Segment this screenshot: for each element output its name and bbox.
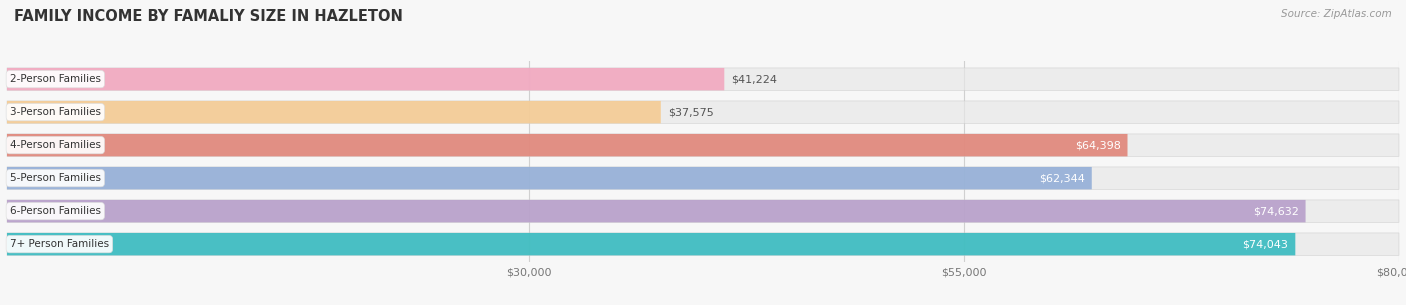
- Text: $74,043: $74,043: [1243, 239, 1288, 249]
- Text: $37,575: $37,575: [668, 107, 713, 117]
- Text: 5-Person Families: 5-Person Families: [10, 173, 101, 183]
- FancyBboxPatch shape: [7, 68, 1399, 90]
- Text: FAMILY INCOME BY FAMALIY SIZE IN HAZLETON: FAMILY INCOME BY FAMALIY SIZE IN HAZLETO…: [14, 9, 404, 24]
- Text: $64,398: $64,398: [1074, 140, 1121, 150]
- Text: 3-Person Families: 3-Person Families: [10, 107, 101, 117]
- Text: 6-Person Families: 6-Person Families: [10, 206, 101, 216]
- Text: 2-Person Families: 2-Person Families: [10, 74, 101, 84]
- FancyBboxPatch shape: [7, 101, 661, 123]
- FancyBboxPatch shape: [7, 134, 1399, 156]
- FancyBboxPatch shape: [7, 233, 1399, 255]
- FancyBboxPatch shape: [7, 134, 1128, 156]
- FancyBboxPatch shape: [7, 200, 1399, 222]
- Text: 7+ Person Families: 7+ Person Families: [10, 239, 108, 249]
- FancyBboxPatch shape: [7, 200, 1306, 222]
- Text: $74,632: $74,632: [1253, 206, 1299, 216]
- FancyBboxPatch shape: [7, 68, 724, 90]
- Text: 4-Person Families: 4-Person Families: [10, 140, 101, 150]
- FancyBboxPatch shape: [7, 233, 1295, 255]
- Text: $62,344: $62,344: [1039, 173, 1085, 183]
- FancyBboxPatch shape: [7, 167, 1399, 189]
- Text: $41,224: $41,224: [731, 74, 778, 84]
- FancyBboxPatch shape: [7, 101, 1399, 123]
- FancyBboxPatch shape: [7, 167, 1092, 189]
- Text: Source: ZipAtlas.com: Source: ZipAtlas.com: [1281, 9, 1392, 19]
